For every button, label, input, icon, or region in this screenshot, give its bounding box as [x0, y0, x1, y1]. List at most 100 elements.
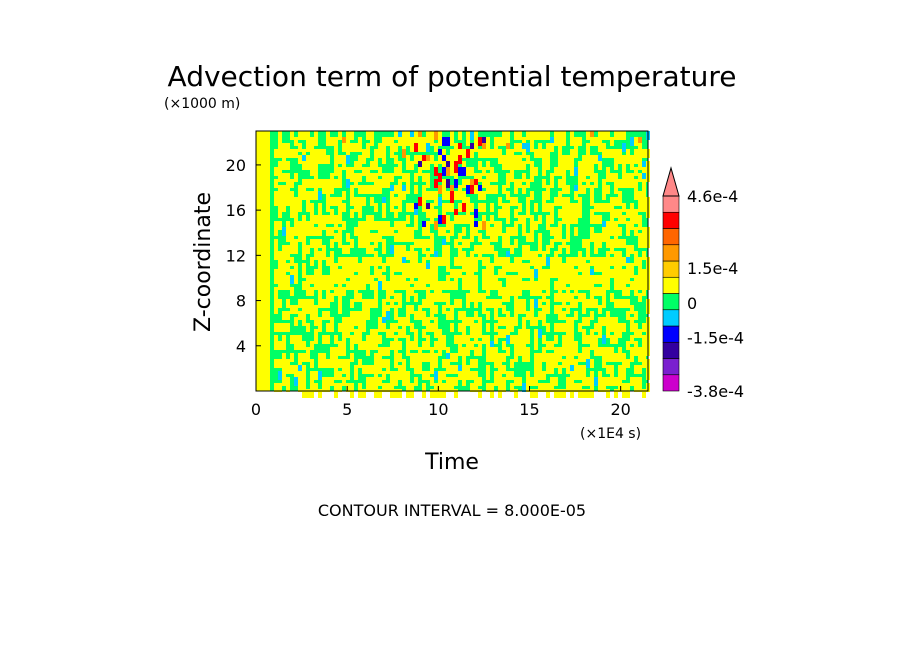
- heatmap-cell: [362, 233, 366, 242]
- heatmap-cell: [342, 317, 346, 326]
- heatmap-cell: [582, 185, 586, 194]
- heatmap-cell: [346, 365, 350, 374]
- heatmap-cell: [446, 347, 450, 356]
- heatmap-cell: [634, 149, 638, 158]
- heatmap-cell: [362, 227, 366, 236]
- heatmap-cell: [342, 263, 346, 272]
- heatmap-cell: [306, 281, 310, 290]
- heatmap-cell: [350, 383, 354, 392]
- heatmap-cell: [314, 179, 318, 188]
- heatmap-cell: [614, 281, 618, 290]
- heatmap-cell: [566, 305, 570, 314]
- heatmap-cell: [470, 179, 474, 188]
- heatmap-cell: [430, 359, 434, 368]
- heatmap-cell: [414, 335, 418, 344]
- heatmap-cell: [370, 257, 374, 266]
- heatmap-cell: [302, 341, 306, 350]
- heatmap-cell: [450, 269, 454, 278]
- heatmap-cell: [398, 293, 402, 302]
- heatmap-cell: [566, 383, 570, 392]
- heatmap-cell: [486, 347, 490, 356]
- heatmap-cell: [518, 305, 522, 314]
- heatmap-cell: [274, 221, 278, 230]
- heatmap-cell: [642, 269, 646, 278]
- heatmap-cell: [514, 257, 518, 266]
- y-unit-label: (×1000 m): [164, 96, 240, 112]
- heatmap-cell: [378, 143, 382, 152]
- heatmap-cell: [474, 281, 478, 290]
- heatmap-cell: [462, 161, 466, 170]
- heatmap-cell: [570, 383, 574, 392]
- heatmap-cell: [546, 275, 550, 284]
- heatmap-cell: [406, 371, 410, 380]
- heatmap-cell: [582, 389, 586, 398]
- heatmap-cell: [546, 191, 550, 200]
- heatmap-cell: [586, 239, 590, 248]
- heatmap-cell: [594, 341, 598, 350]
- heatmap-cell: [578, 371, 582, 380]
- heatmap-cell: [310, 371, 314, 380]
- heatmap-cell: [282, 197, 286, 206]
- heatmap-cell: [514, 335, 518, 344]
- heatmap-cell: [610, 215, 614, 224]
- heatmap-cell: [430, 257, 434, 266]
- heatmap-cell: [366, 335, 370, 344]
- heatmap-cell: [602, 353, 606, 362]
- heatmap-cell: [298, 335, 302, 344]
- heatmap-cell: [330, 347, 334, 356]
- heatmap-cell: [606, 317, 610, 326]
- heatmap-cell: [378, 281, 382, 290]
- heatmap-cell: [346, 359, 350, 368]
- heatmap-cell: [486, 323, 490, 332]
- heatmap-cell: [618, 299, 622, 308]
- heatmap-cell: [554, 281, 558, 290]
- heatmap-cell: [382, 281, 386, 290]
- heatmap-cell: [462, 275, 466, 284]
- heatmap-cell: [310, 167, 314, 176]
- heatmap-cell: [414, 359, 418, 368]
- heatmap-cell: [406, 173, 410, 182]
- heatmap-cell: [606, 131, 610, 140]
- heatmap-cell: [430, 245, 434, 254]
- heatmap-cell: [342, 143, 346, 152]
- x-tick-label: 20: [610, 400, 630, 419]
- heatmap-cell: [358, 137, 362, 146]
- heatmap-cell: [478, 341, 482, 350]
- heatmap-cell: [590, 209, 594, 218]
- heatmap-cell: [582, 365, 586, 374]
- heatmap-cell: [298, 155, 302, 164]
- heatmap-cell: [494, 371, 498, 380]
- heatmap-cell: [410, 275, 414, 284]
- heatmap-cell: [586, 299, 590, 308]
- heatmap-cell: [390, 149, 394, 158]
- heatmap-cell: [278, 263, 282, 272]
- heatmap-cell: [306, 389, 310, 398]
- heatmap-cell: [618, 263, 622, 272]
- heatmap-cell: [290, 209, 294, 218]
- heatmap-cell: [630, 173, 634, 182]
- heatmap-cell: [602, 377, 606, 386]
- heatmap-cell: [386, 365, 390, 374]
- heatmap-cell: [626, 227, 630, 236]
- heatmap-cell: [498, 383, 502, 392]
- heatmap-cell: [394, 377, 398, 386]
- heatmap-cell: [634, 179, 638, 188]
- heatmap-cell: [306, 143, 310, 152]
- heatmap-cell: [294, 149, 298, 158]
- heatmap-cell: [410, 389, 414, 398]
- heatmap-cell: [342, 269, 346, 278]
- heatmap-cell: [638, 239, 642, 248]
- heatmap-cell: [498, 329, 502, 338]
- heatmap-cell: [394, 251, 398, 260]
- heatmap-cell: [558, 149, 562, 158]
- heatmap-cell: [382, 197, 386, 206]
- heatmap-cell: [486, 371, 490, 380]
- heatmap-cell: [590, 275, 594, 284]
- x-tick-label: 0: [251, 400, 261, 419]
- heatmap-cell: [422, 203, 426, 212]
- heatmap-cell: [514, 353, 518, 362]
- heatmap-cell: [342, 287, 346, 296]
- heatmap-cell: [370, 335, 374, 344]
- heatmap-cell: [374, 353, 378, 362]
- heatmap-cell: [282, 173, 286, 182]
